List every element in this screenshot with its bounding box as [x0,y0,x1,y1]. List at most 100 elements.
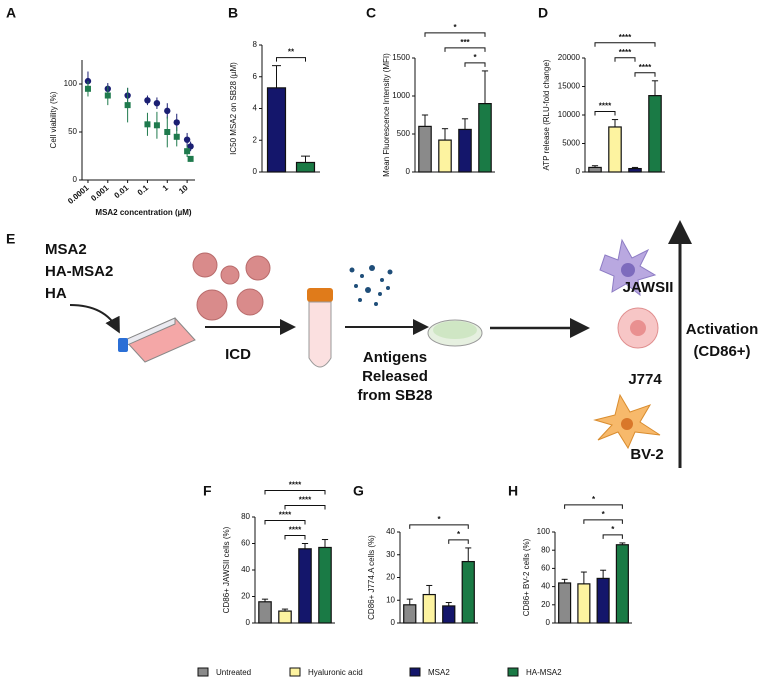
point [153,100,161,107]
panel-letter: E [6,231,15,247]
y-tick-label: 20 [386,573,395,582]
y-tick-label: 2 [253,135,258,144]
bar [596,577,610,624]
point [187,143,194,150]
bar [442,605,456,624]
y-tick-label: 10 [386,595,395,604]
bar [628,167,642,173]
significance-bracket [424,32,486,37]
point [144,97,151,104]
treatment: HA-MSA2 [45,263,113,280]
bar [608,126,622,173]
x-tick-label: 0.001 [89,183,111,203]
point [124,102,131,109]
point [187,155,194,162]
bar [422,593,436,624]
dish [427,319,483,347]
significance-bracket [444,47,486,52]
y-tick-label: 0 [546,618,551,627]
x-tick-label: 0.01 [113,183,131,200]
y-tick-label: 100 [537,527,551,536]
point [164,129,171,135]
y-tick-label: 1500 [392,53,410,62]
y-axis-label: CD86+ J774.A cells (%) [367,535,376,620]
bar [438,139,452,173]
x-axis-label: MSA2 concentration (µM) [95,208,192,217]
x-tick-label: 10 [177,183,190,196]
legend-swatch [289,667,301,677]
y-tick-label: 60 [241,539,250,548]
step-label: Released [362,368,428,385]
significance-bracket [594,111,616,116]
y-tick-label: 0 [253,167,258,176]
bar [403,604,417,624]
legend-label: MSA2 [428,668,450,677]
y-tick-label: 0 [406,167,411,176]
significance-label: * [437,515,441,524]
bar [318,546,332,624]
bar [278,610,292,624]
y-tick-label: 30 [386,550,395,559]
y-axis-label: ATP release (RLU-fold change) [542,59,551,170]
bar [298,548,312,624]
y-tick-label: 80 [541,545,550,554]
y-tick-label: 0 [576,167,581,176]
y-tick-label: 80 [241,512,250,521]
significance-bracket [264,520,306,525]
panel-letter: D [538,5,548,21]
y-axis-label: CD86+ JAWSII cells (%) [222,526,231,613]
y-tick-label: 5000 [562,139,580,148]
significance-bracket [448,539,469,544]
significance-label: *** [460,38,470,47]
significance-label: * [611,525,615,534]
significance-label: * [473,53,477,62]
y-axis-label: IC50 MSA2 on SB28 (µM) [229,62,238,155]
significance-label: **** [619,33,632,42]
point [164,107,171,115]
y-tick-label: 10000 [558,110,581,119]
y-tick-label: 0 [391,618,396,627]
bar [615,544,629,624]
bar [588,166,602,173]
significance-label: **** [289,481,302,490]
y-tick-label: 8 [253,40,258,49]
significance-label: * [457,530,461,539]
panel-letter: C [366,5,376,21]
x-tick-label: 0.1 [136,183,151,197]
significance-label: **** [289,526,302,535]
point [184,148,191,155]
significance-label: * [602,510,606,519]
bar [461,560,475,624]
tube [307,288,333,368]
point [173,133,180,140]
y-axis-label: Cell viability (%) [49,91,58,148]
flask [118,317,196,363]
bar [648,95,662,173]
significance-label: **** [599,102,612,111]
y-tick-label: 40 [386,527,395,536]
cell-label: BV-2 [630,446,663,463]
legend-swatch [507,667,519,677]
y-tick-label: 40 [541,582,550,591]
significance-bracket [634,72,656,77]
macrophage [617,307,659,349]
cell-label: JAWSII [623,279,674,296]
significance-bracket [264,490,326,495]
significance-label: **** [279,511,292,520]
y-tick-label: 0 [73,175,78,184]
tumor-cells [192,252,271,321]
significance-bracket [464,62,486,67]
y-tick-label: 6 [253,72,258,81]
significance-bracket [583,519,623,524]
bar [558,582,572,624]
significance-bracket [614,57,636,62]
y-tick-label: 50 [68,127,77,136]
microglia [593,393,661,450]
diagram: E MSA2 HA-MSA2 HA ICD Antigens Released … [6,220,758,468]
legend-swatch [409,667,421,677]
significance-label: **** [299,496,312,505]
step-label: ICD [225,346,251,363]
y-tick-label: 100 [64,79,78,88]
legend-label: Untreated [216,668,251,677]
significance-label: ** [288,48,295,57]
